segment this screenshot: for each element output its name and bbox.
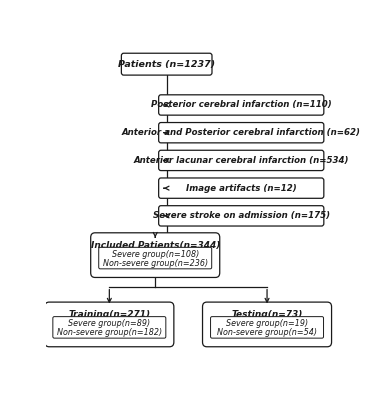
Text: Patients (n=1237): Patients (n=1237) [118, 60, 215, 69]
Text: Included Patients(n=344): Included Patients(n=344) [91, 241, 220, 250]
FancyBboxPatch shape [121, 53, 212, 75]
FancyBboxPatch shape [159, 206, 324, 226]
Text: Training(n=271): Training(n=271) [68, 310, 150, 319]
Text: Testing(n=73): Testing(n=73) [231, 310, 303, 319]
Text: Posterior cerebral infarction (n=110): Posterior cerebral infarction (n=110) [151, 100, 332, 110]
Text: Anterior and Posterior cerebral infarction (n=62): Anterior and Posterior cerebral infarcti… [122, 128, 361, 137]
Text: Severe group(n=108): Severe group(n=108) [112, 250, 199, 259]
Text: Image artifacts (n=12): Image artifacts (n=12) [186, 184, 297, 193]
Text: Severe group(n=19): Severe group(n=19) [226, 319, 308, 328]
FancyBboxPatch shape [211, 317, 323, 338]
Text: Anterior lacunar cerebral infarction (n=534): Anterior lacunar cerebral infarction (n=… [134, 156, 349, 165]
FancyBboxPatch shape [91, 233, 220, 278]
Text: Non-severe group(n=182): Non-severe group(n=182) [57, 328, 162, 338]
Text: Severe group(n=89): Severe group(n=89) [68, 319, 150, 328]
FancyBboxPatch shape [159, 178, 324, 198]
FancyBboxPatch shape [45, 302, 174, 347]
FancyBboxPatch shape [159, 95, 324, 115]
FancyBboxPatch shape [159, 122, 324, 143]
Text: Severe stroke on admission (n=175): Severe stroke on admission (n=175) [153, 211, 330, 220]
FancyBboxPatch shape [202, 302, 332, 347]
FancyBboxPatch shape [53, 317, 166, 338]
Text: Non-severe group(n=236): Non-severe group(n=236) [102, 259, 208, 268]
Text: Non-severe group(n=54): Non-severe group(n=54) [217, 328, 317, 338]
FancyBboxPatch shape [159, 150, 324, 170]
FancyBboxPatch shape [99, 247, 212, 269]
